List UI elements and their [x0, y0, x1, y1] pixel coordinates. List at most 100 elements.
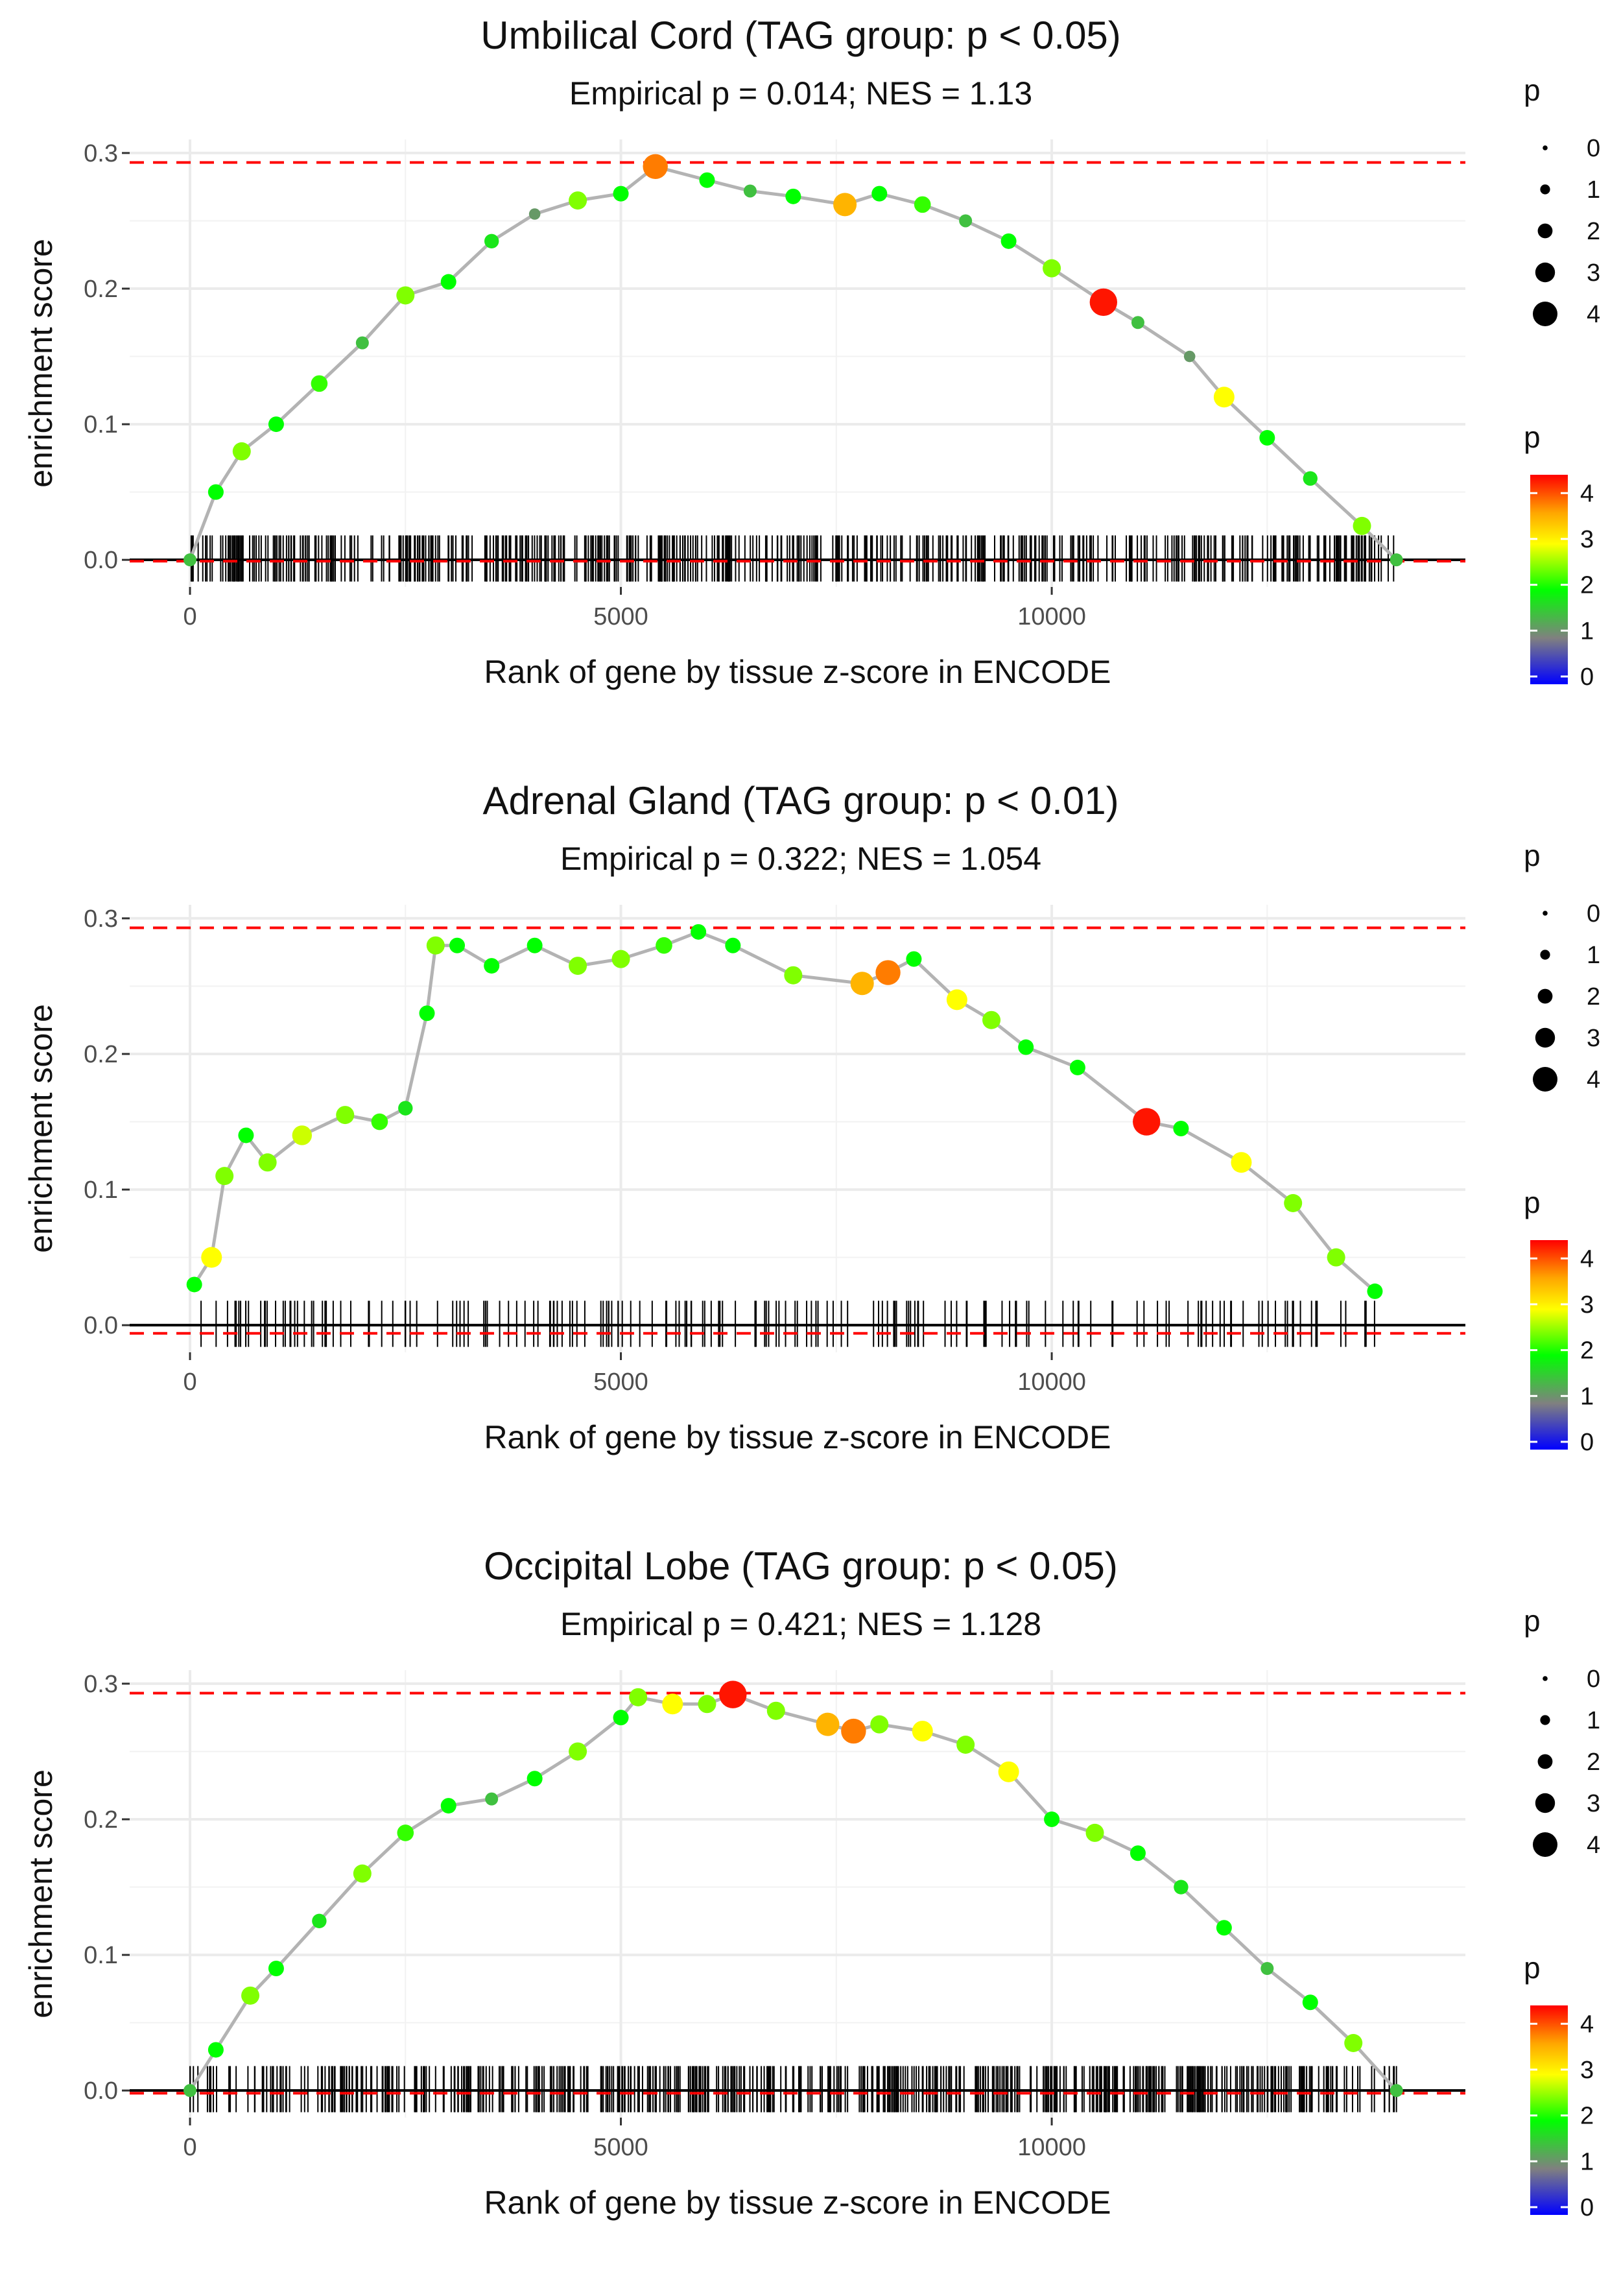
x-tick-label: 10000 [1017, 2134, 1086, 2161]
legend-color-label: 0 [1580, 664, 1594, 691]
enrichment-point [656, 937, 672, 954]
legend-size-dot [1537, 988, 1553, 1004]
x-axis-title: Rank of gene by tissue z-score in ENCODE [484, 2184, 1111, 2221]
enrichment-point [398, 1101, 413, 1116]
enrichment-point [397, 1824, 414, 1841]
y-tick-label: 0.0 [84, 2077, 118, 2105]
x-axis-title: Rank of gene by tissue z-score in ENCODE [484, 1419, 1111, 1455]
chart-subtitle: Empirical p = 0.322; NES = 1.054 [560, 841, 1042, 877]
enrichment-point [982, 1010, 1001, 1029]
enrichment-point [662, 1693, 683, 1715]
enrichment-points [183, 154, 1403, 567]
legend-size-label: 1 [1587, 1707, 1600, 1734]
chart-title: Umbilical Cord (TAG group: p < 0.05) [480, 14, 1121, 57]
enrichment-point [569, 1742, 587, 1761]
legend-color-label: 4 [1580, 480, 1594, 507]
legend-size-label: 2 [1587, 218, 1600, 245]
enrichment-point [1043, 259, 1061, 278]
x-tick-label: 0 [183, 1369, 196, 1396]
enrichment-point [998, 1761, 1019, 1782]
x-tick-label: 10000 [1017, 1369, 1086, 1396]
enrichment-point [1173, 1121, 1189, 1136]
enrichment-point [207, 484, 224, 500]
enrichment-point [1130, 1845, 1146, 1861]
enrichment-point [1353, 516, 1371, 535]
y-axis-title: enrichment score [23, 1769, 59, 2018]
legend-size-label: 1 [1587, 942, 1600, 969]
enrichment-point [353, 1864, 372, 1883]
legend-size-label: 3 [1587, 259, 1600, 287]
enrichment-point [871, 185, 888, 202]
chart-panel-occipital-lobe: Occipital Lobe (TAG group: p < 0.05) Emp… [0, 1531, 1621, 2296]
y-tick-label: 0.1 [84, 1177, 118, 1204]
enrichment-point [440, 274, 456, 290]
x-tick-label: 10000 [1017, 603, 1086, 630]
enrichment-point [1284, 1194, 1303, 1212]
legend-size-label: 3 [1587, 1025, 1600, 1052]
enrichment-point [336, 1106, 355, 1125]
enrichment-point [816, 1712, 840, 1736]
y-tick-label: 0.3 [84, 1671, 118, 1698]
enrichment-point [371, 1113, 388, 1130]
enrichment-point [914, 196, 931, 213]
legend-size-dot [1540, 184, 1550, 195]
gene-rug [189, 2066, 1397, 2112]
legend-size-dot [1533, 302, 1557, 326]
enrichment-point [1216, 1920, 1232, 1936]
axes: 0.0 0.1 0.2 0.3 0 5000 10000 Rank of gene by ti… [23, 1671, 1111, 2221]
legend-size-label: 2 [1587, 983, 1600, 1010]
enrichment-point [232, 442, 251, 460]
enrichment-point [785, 188, 801, 204]
legend-color-label: 1 [1580, 2148, 1594, 2175]
legend-size-dot [1535, 262, 1556, 283]
legend-size-dot [1543, 145, 1548, 150]
colorbar [1530, 2005, 1568, 2215]
y-axis-title: enrichment score [23, 1004, 59, 1253]
y-tick-label: 0.3 [84, 905, 118, 933]
legend-color-label: 0 [1580, 2194, 1594, 2221]
enrichment-point [719, 1680, 747, 1708]
gene-rug [200, 1300, 1375, 1347]
legend-color-label: 2 [1580, 572, 1594, 599]
enrichment-point [912, 1721, 933, 1742]
enrichment-point [312, 1913, 327, 1929]
legend-size-label: 1 [1587, 176, 1600, 204]
enrichment-point [215, 1167, 234, 1186]
legend-color-label: 4 [1580, 2011, 1594, 2038]
legend-color-title: p [1524, 420, 1541, 454]
y-tick-label: 0.3 [84, 140, 118, 167]
legend-size-dot [1533, 1832, 1557, 1857]
enrichment-point [484, 233, 499, 249]
legend-size-title: p [1524, 839, 1541, 872]
enrichment-point [485, 1792, 499, 1806]
enrichment-point [1367, 1283, 1383, 1299]
y-tick-label: 0.2 [84, 276, 118, 303]
enrichment-point [1018, 1039, 1034, 1055]
enrichment-point [1089, 288, 1118, 317]
legend-size: p 0 1 2 3 4 [1524, 839, 1600, 1094]
enrichment-point [956, 1736, 975, 1754]
gridlines [130, 139, 1465, 587]
y-tick-label: 0.0 [84, 547, 118, 574]
enrichment-point [1000, 233, 1017, 249]
enrichment-point [1390, 2084, 1403, 2098]
axes: 0.0 0.1 0.2 0.3 0 5000 10000 Rank of gene by ti… [23, 905, 1111, 1455]
colorbar [1530, 1240, 1568, 1450]
enrichment-point [1302, 1994, 1318, 2011]
enrichment-point [875, 960, 901, 985]
enrichment-point [629, 1688, 648, 1706]
legend-size: p 0 1 2 3 4 [1524, 73, 1600, 328]
enrichment-point [766, 1701, 785, 1720]
x-tick-label: 0 [183, 603, 196, 630]
legend-size-label: 0 [1587, 135, 1600, 162]
enrichment-point [1231, 1152, 1252, 1173]
legend-size-dot [1533, 1067, 1557, 1092]
enrichment-point [311, 375, 328, 392]
x-tick-label: 5000 [593, 1369, 648, 1396]
enrichment-point [426, 936, 445, 955]
axes: 0.0 0.1 0.2 0.3 0 5000 10000 Rank of gene by ti… [23, 140, 1111, 690]
enrichment-point [850, 972, 874, 996]
legend-color-label: 3 [1580, 526, 1594, 553]
y-tick-label: 0.2 [84, 1806, 118, 1834]
chart-title: Adrenal Gland (TAG group: p < 0.01) [482, 779, 1119, 822]
